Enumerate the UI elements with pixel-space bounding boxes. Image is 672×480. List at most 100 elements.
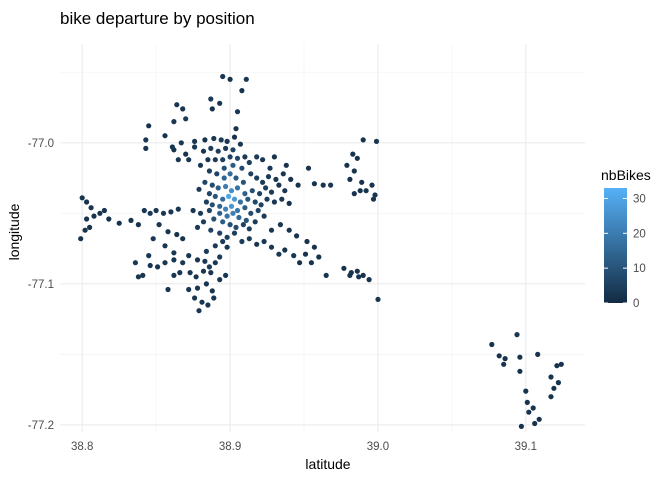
- data-point: [286, 200, 292, 206]
- data-point: [150, 236, 156, 242]
- data-point: [351, 168, 357, 174]
- data-point: [264, 196, 270, 202]
- data-point: [234, 207, 241, 214]
- data-point: [224, 138, 230, 144]
- data-point: [171, 250, 177, 256]
- data-point: [517, 368, 523, 374]
- data-point: [180, 260, 186, 266]
- data-point: [187, 270, 193, 276]
- data-point: [291, 253, 297, 259]
- data-point: [242, 205, 248, 211]
- data-point: [141, 207, 147, 214]
- data-point: [252, 219, 258, 225]
- data-point: [192, 144, 198, 150]
- data-point: [548, 394, 554, 400]
- data-point: [243, 76, 249, 82]
- legend-tick-label: 30: [633, 193, 646, 205]
- data-point: [183, 116, 189, 122]
- data-point: [277, 222, 283, 228]
- data-point: [276, 182, 282, 188]
- legend-colorbar: [604, 188, 627, 303]
- data-point: [171, 257, 177, 263]
- data-point: [162, 260, 168, 266]
- data-point: [84, 199, 90, 205]
- data-point: [217, 210, 223, 216]
- data-point: [252, 199, 258, 205]
- data-point: [211, 216, 217, 222]
- data-point: [366, 277, 372, 283]
- data-point: [548, 374, 554, 380]
- data-point: [82, 227, 88, 233]
- data-point: [227, 171, 233, 177]
- data-point: [209, 182, 215, 188]
- data-point: [558, 361, 564, 367]
- data-point: [258, 202, 264, 208]
- data-point: [496, 353, 502, 359]
- data-point: [555, 380, 562, 386]
- data-point: [171, 119, 177, 125]
- data-point: [302, 251, 309, 257]
- data-point: [143, 145, 149, 151]
- data-point: [203, 248, 209, 254]
- data-point: [194, 285, 201, 291]
- data-point: [203, 281, 209, 287]
- data-point: [205, 157, 211, 163]
- color-legend: nbBikes 0 10 20 30: [601, 167, 651, 310]
- data-point: [194, 224, 201, 230]
- data-point: [147, 262, 153, 269]
- data-point: [203, 199, 209, 205]
- data-point: [230, 147, 236, 153]
- data-point: [254, 241, 260, 247]
- data-point: [186, 157, 192, 163]
- y-tick-label: -77.1: [28, 279, 54, 291]
- data-point: [218, 137, 224, 143]
- data-point: [369, 182, 375, 188]
- data-point: [140, 272, 146, 278]
- data-point: [517, 354, 523, 360]
- legend-tick-label: 10: [633, 263, 646, 275]
- data-point: [226, 193, 232, 199]
- data-point: [233, 175, 239, 181]
- data-point: [254, 154, 260, 160]
- data-point: [523, 388, 529, 394]
- data-point: [199, 299, 205, 305]
- data-point: [215, 185, 221, 191]
- data-point: [246, 226, 252, 232]
- data-point: [255, 207, 261, 214]
- data-point: [502, 356, 508, 362]
- data-point: [308, 260, 314, 266]
- data-point: [91, 213, 97, 219]
- data-point: [370, 196, 377, 202]
- data-point: [178, 140, 184, 146]
- data-point: [205, 302, 211, 308]
- data-point: [347, 176, 353, 182]
- data-point: [221, 165, 227, 171]
- data-point: [514, 332, 520, 338]
- data-point: [177, 270, 183, 276]
- data-point: [200, 219, 207, 225]
- data-point: [208, 227, 214, 233]
- data-point: [273, 176, 279, 182]
- data-point: [223, 145, 229, 151]
- data-point: [268, 244, 275, 250]
- data-point: [211, 135, 217, 142]
- data-points: [78, 73, 564, 429]
- data-point: [192, 295, 198, 301]
- data-point: [316, 254, 322, 260]
- data-point: [535, 351, 541, 357]
- data-point: [135, 222, 141, 228]
- data-point: [160, 210, 167, 216]
- data-point: [186, 253, 192, 259]
- data-point: [224, 234, 230, 240]
- data-point: [267, 165, 273, 171]
- data-point: [228, 188, 235, 194]
- data-point: [294, 233, 300, 239]
- x-tick-label: 38.8: [71, 441, 93, 453]
- data-point: [175, 206, 181, 212]
- data-point: [183, 151, 189, 157]
- data-point: [197, 210, 204, 216]
- data-point: [168, 209, 174, 215]
- data-point: [554, 363, 560, 369]
- data-point: [246, 159, 252, 166]
- data-point: [304, 238, 310, 245]
